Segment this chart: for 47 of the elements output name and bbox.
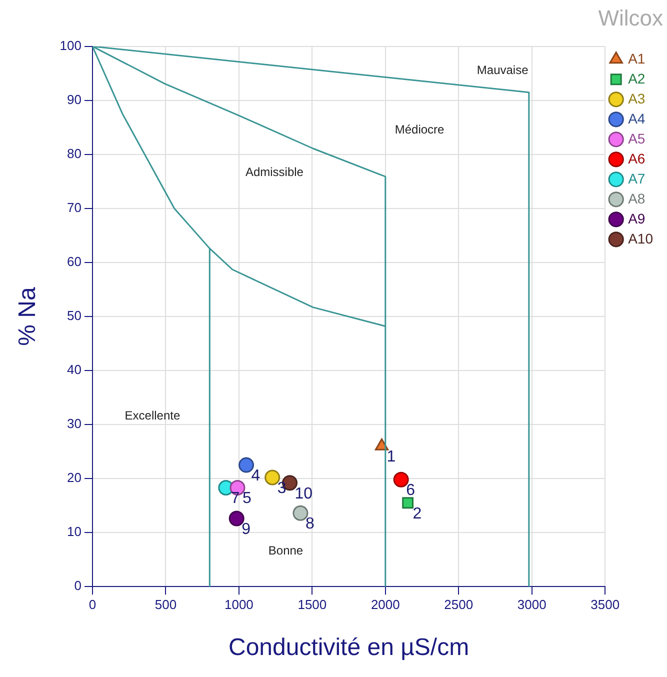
annotation: Mauvaise bbox=[476, 63, 529, 78]
annotation: 2 bbox=[412, 505, 422, 522]
y-tick-label: 30 bbox=[67, 416, 82, 432]
x-tick-label: 500 bbox=[154, 596, 177, 612]
x-tick-label: 3500 bbox=[590, 596, 620, 612]
legend-label: A3 bbox=[628, 90, 646, 106]
annotation: 10 bbox=[294, 485, 313, 502]
annotation: Admissible bbox=[245, 165, 304, 180]
y-axis-title: % Na bbox=[14, 286, 42, 346]
y-tick-label: 70 bbox=[67, 200, 82, 216]
x-tick-label: 2500 bbox=[444, 596, 474, 612]
legend-label: A10 bbox=[628, 230, 654, 246]
annotation: Bonne bbox=[268, 543, 304, 558]
legend-label: A8 bbox=[628, 190, 646, 206]
annotation: 1 bbox=[386, 448, 396, 466]
legend-label: A9 bbox=[628, 210, 646, 226]
y-tick-label: 100 bbox=[60, 38, 82, 53]
legend-label: A5 bbox=[628, 130, 646, 146]
y-tick-label: 40 bbox=[67, 362, 82, 378]
y-tick-label: 90 bbox=[67, 92, 82, 107]
annotation: 6 bbox=[406, 482, 416, 500]
annotation: 7 bbox=[230, 490, 240, 508]
y-tick-label: 10 bbox=[67, 524, 82, 540]
y-tick-label: 0 bbox=[74, 578, 82, 594]
legend-label: A2 bbox=[628, 70, 646, 86]
x-tick-label: 2000 bbox=[370, 596, 400, 612]
legend-label: A7 bbox=[628, 170, 646, 186]
annotation: 5 bbox=[242, 490, 252, 508]
annotation: 4 bbox=[251, 467, 260, 484]
x-tick-label: 3000 bbox=[517, 596, 546, 612]
x-tick-label: 1000 bbox=[224, 596, 254, 612]
legend-label: A1 bbox=[628, 50, 646, 66]
y-tick-label: 80 bbox=[67, 146, 82, 162]
legend-label: A4 bbox=[628, 110, 646, 126]
annotation: Médiocre bbox=[394, 122, 445, 136]
y-tick-label: 50 bbox=[67, 308, 82, 324]
chart-title: Wilcox bbox=[598, 5, 663, 30]
x-tick-label: 0 bbox=[88, 596, 96, 612]
annotation: 8 bbox=[305, 516, 314, 533]
y-tick-label: 20 bbox=[67, 470, 82, 486]
x-tick-label: 1500 bbox=[298, 596, 327, 612]
annotation: Excellente bbox=[124, 408, 180, 423]
y-tick-label: 60 bbox=[67, 254, 82, 270]
x-axis-title: Conductivité en µS/cm bbox=[228, 634, 470, 662]
annotation: 9 bbox=[242, 520, 251, 538]
legend-label: A6 bbox=[628, 150, 646, 166]
annotation: 3 bbox=[277, 480, 286, 497]
